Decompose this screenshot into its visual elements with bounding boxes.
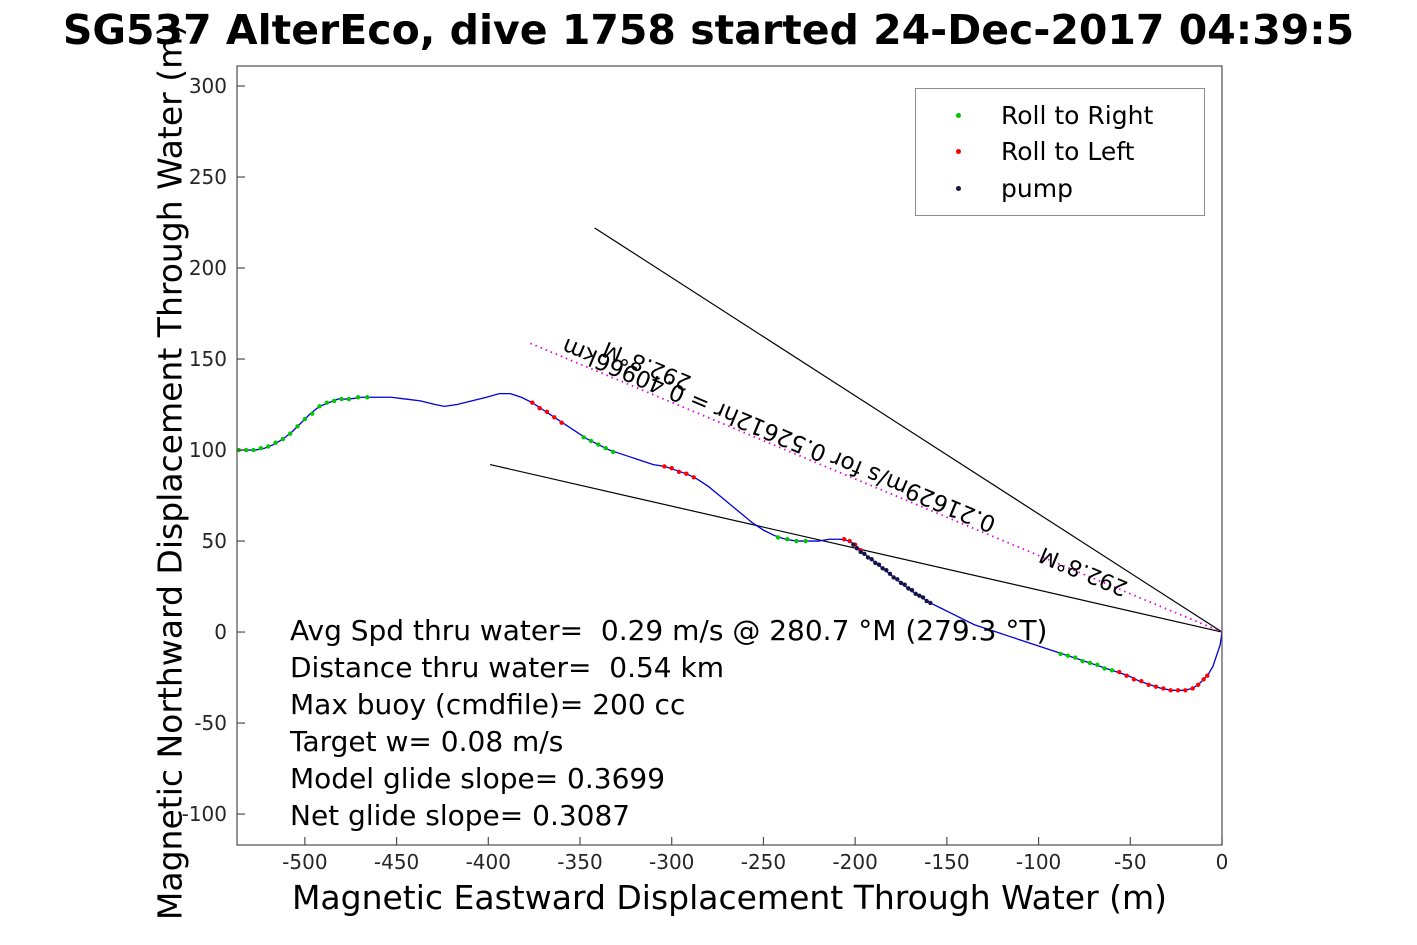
legend: Roll to Right Roll to Left pump xyxy=(915,88,1205,216)
markers-roll-right xyxy=(236,395,1115,673)
stat-distance: Distance thru water= 0.54 km xyxy=(290,651,724,684)
legend-label: Roll to Right xyxy=(1001,100,1154,130)
legend-item-pump: pump xyxy=(916,174,1204,203)
y-tick-label: 150 xyxy=(189,347,227,371)
roll-left-marker-icon xyxy=(956,149,961,155)
figure-title: SG537 AlterEco, dive 1758 started 24-Dec… xyxy=(62,6,1355,54)
legend-item-roll-right: Roll to Right xyxy=(916,101,1204,130)
stat-target-w: Target w= 0.08 m/s xyxy=(290,725,564,758)
y-tick-label: -50 xyxy=(194,711,227,735)
x-tick-label: -200 xyxy=(832,850,877,874)
stat-avg-speed: Avg Spd thru water= 0.29 m/s @ 280.7 °M … xyxy=(290,614,1048,647)
stat-model-glide: Model glide slope= 0.3699 xyxy=(290,762,666,795)
markers-pump xyxy=(851,542,933,606)
annotation-text: 292.8°M xyxy=(1036,541,1131,600)
y-tick-label: 0 xyxy=(214,620,227,644)
legend-label: Roll to Left xyxy=(1001,137,1135,167)
y-axis-label: Magnetic Northward Displacement Through … xyxy=(150,23,190,921)
markers-roll-left xyxy=(530,400,1210,693)
stat-net-glide: Net glide slope= 0.3087 xyxy=(290,799,631,832)
x-tick-label: -300 xyxy=(649,850,694,874)
x-tick-label: -250 xyxy=(741,850,786,874)
roll-right-marker-icon xyxy=(956,112,961,118)
legend-label: pump xyxy=(1001,174,1073,204)
y-tick-label: 100 xyxy=(189,438,227,462)
x-tick-label: -150 xyxy=(924,850,969,874)
y-tick-label: 300 xyxy=(189,74,227,98)
y-tick-label: 200 xyxy=(189,256,227,280)
y-tick-label: 250 xyxy=(189,165,227,189)
x-axis-label: Magnetic Eastward Displacement Through W… xyxy=(291,878,1168,917)
pump-marker-icon xyxy=(956,186,961,192)
stats-block: Avg Spd thru water= 0.29 m/s @ 280.7 °M … xyxy=(290,612,1047,834)
bearing-line xyxy=(529,342,1223,633)
x-tick-label: -450 xyxy=(374,850,419,874)
x-tick-label: -350 xyxy=(557,850,602,874)
x-tick-label: -100 xyxy=(1016,850,1061,874)
legend-item-roll-left: Roll to Left xyxy=(916,137,1204,166)
y-tick-label: -100 xyxy=(182,802,227,826)
stat-max-buoy: Max buoy (cmdfile)= 200 cc xyxy=(290,688,686,721)
axes: -500 -450 -400 -350 -300 -250 -200 -150 -100 -50 0… xyxy=(182,65,1229,874)
x-tick-label: 0 xyxy=(1216,850,1229,874)
x-tick-label: -500 xyxy=(282,850,327,874)
y-tick-label: 50 xyxy=(202,529,227,553)
annotations: 0.21629m/s for 0.52612hr = 0.40966km292.… xyxy=(558,332,1131,600)
x-tick-label: -400 xyxy=(466,850,511,874)
x-tick-label: -50 xyxy=(1114,850,1147,874)
